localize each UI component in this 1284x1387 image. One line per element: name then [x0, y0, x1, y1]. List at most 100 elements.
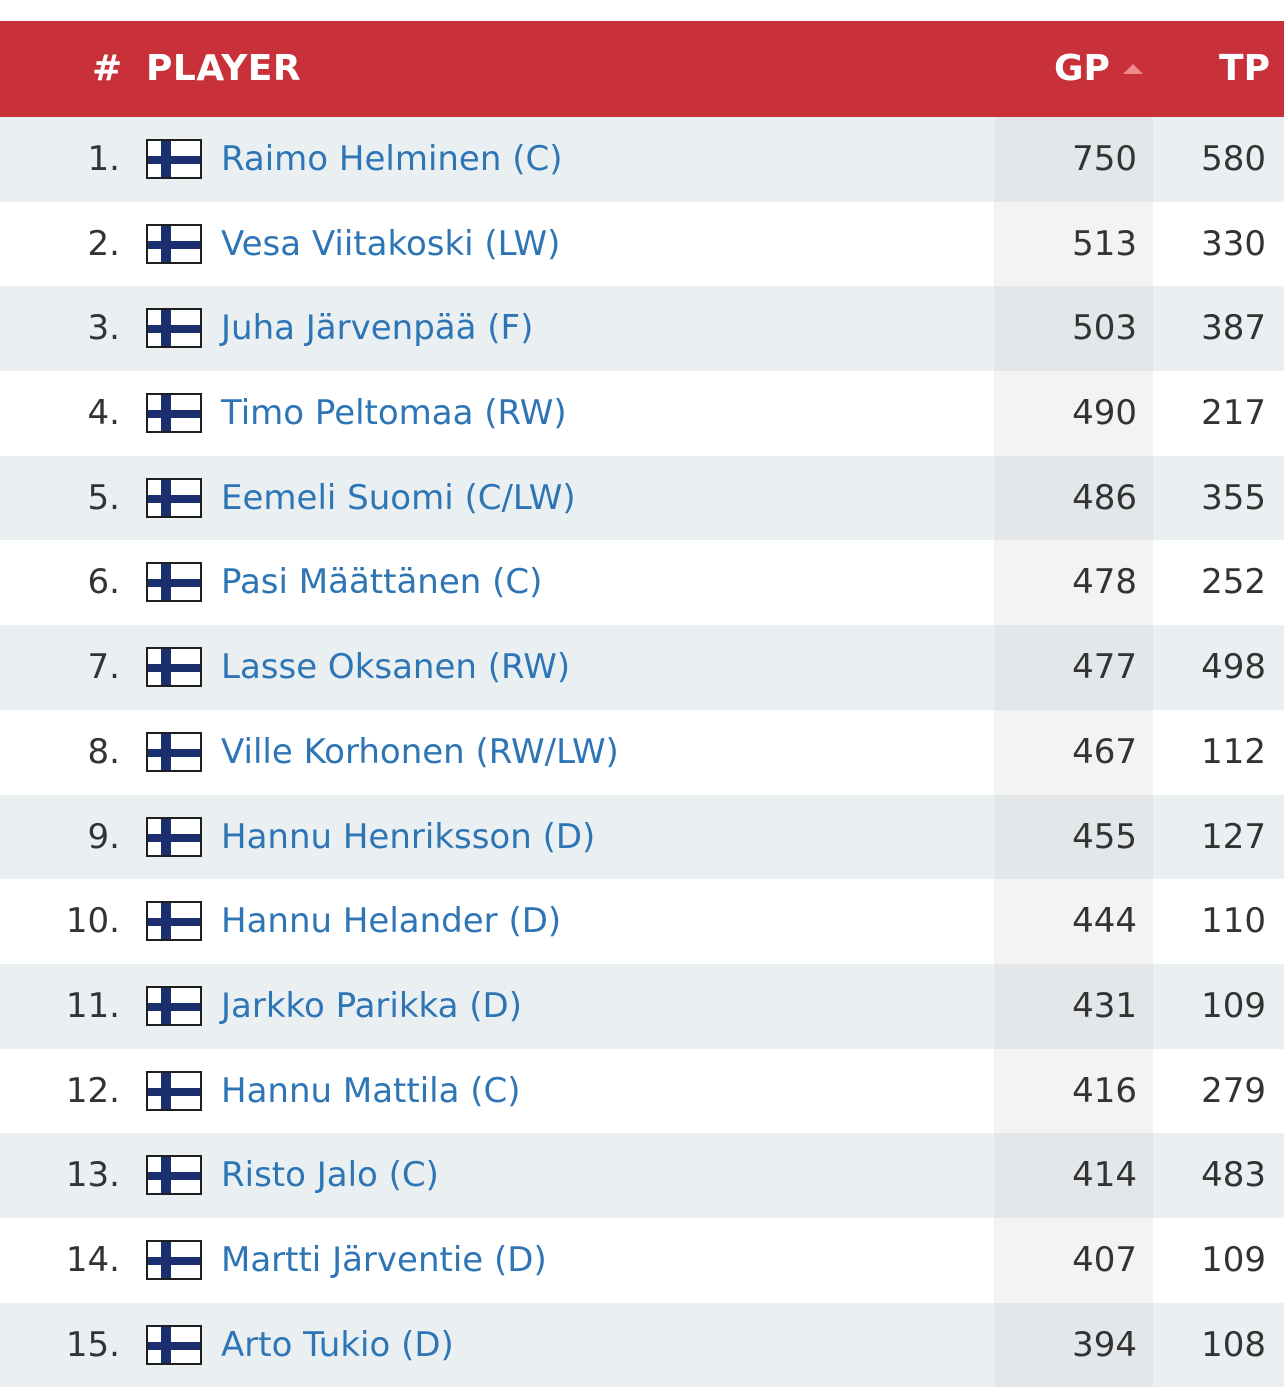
sorted-column-highlight — [994, 1048, 1153, 1134]
player-name-link[interactable]: Jarkko Parikka (D) — [221, 985, 522, 1026]
rank-cell: 15. — [65, 1324, 120, 1365]
table-row: 14. Martti Järventie (D) 407 109 — [0, 1217, 1284, 1303]
finland-flag-icon — [146, 477, 202, 518]
tp-cell: 279 — [1201, 1070, 1266, 1111]
gp-cell: 407 — [1072, 1239, 1137, 1280]
player-name-link[interactable]: Martti Järventie (D) — [221, 1239, 547, 1280]
table-header: # PLAYER GP TP — [0, 21, 1284, 117]
tp-cell: 110 — [1201, 901, 1266, 942]
finland-flag-icon — [146, 1070, 202, 1111]
player-name-link[interactable]: Timo Peltomaa (RW) — [221, 393, 567, 434]
table-row: 4. Timo Peltomaa (RW) 490 217 — [0, 371, 1284, 456]
finland-flag-icon — [146, 731, 202, 772]
rank-cell: 9. — [87, 816, 120, 857]
player-name-link[interactable]: Juha Järvenpää (F) — [221, 308, 534, 349]
table-row: 12. Hannu Mattila (C) 416 279 — [0, 1048, 1284, 1134]
sort-ascending-icon[interactable] — [1123, 64, 1143, 74]
rank-cell: 5. — [87, 477, 120, 518]
table-row: 1. Raimo Helminen (C) 750 580 — [0, 117, 1284, 202]
gp-cell: 750 — [1072, 139, 1137, 179]
table-row: 7. Lasse Oksanen (RW) 477 498 — [0, 625, 1284, 710]
player-name-link[interactable]: Vesa Viitakoski (LW) — [221, 223, 561, 264]
table-row: 15. Arto Tukio (D) 394 108 — [0, 1302, 1284, 1387]
gp-cell: 431 — [1072, 985, 1137, 1026]
finland-flag-icon — [146, 1324, 202, 1365]
table-row: 8. Ville Korhonen (RW/LW) 467 112 — [0, 709, 1284, 795]
rank-cell: 10. — [65, 901, 120, 942]
gp-cell: 414 — [1072, 1155, 1137, 1196]
tp-cell: 112 — [1201, 731, 1266, 772]
table-row: 6. Pasi Määttänen (C) 478 252 — [0, 540, 1284, 626]
finland-flag-icon — [146, 647, 202, 688]
finland-flag-icon — [146, 393, 202, 434]
tp-cell: 330 — [1201, 223, 1266, 264]
finland-flag-icon — [146, 1155, 202, 1196]
sorted-column-highlight — [994, 1133, 1153, 1218]
sorted-column-highlight — [994, 455, 1153, 541]
table-row: 5. Eemeli Suomi (C/LW) 486 355 — [0, 455, 1284, 541]
rank-cell: 1. — [87, 139, 120, 179]
table-row: 13. Risto Jalo (C) 414 483 — [0, 1133, 1284, 1218]
player-name-link[interactable]: Pasi Määttänen (C) — [221, 562, 543, 603]
player-name-link[interactable]: Lasse Oksanen (RW) — [221, 647, 571, 688]
rank-cell: 7. — [87, 647, 120, 688]
gp-cell: 477 — [1072, 647, 1137, 688]
rank-cell: 6. — [87, 562, 120, 603]
tp-cell: 127 — [1201, 816, 1266, 857]
rank-cell: 3. — [87, 308, 120, 349]
player-name-link[interactable]: Raimo Helminen (C) — [221, 139, 563, 179]
gp-cell: 503 — [1072, 308, 1137, 349]
rank-cell: 12. — [65, 1070, 120, 1111]
player-name-link[interactable]: Ville Korhonen (RW/LW) — [221, 731, 619, 772]
table-row: 2. Vesa Viitakoski (LW) 513 330 — [0, 201, 1284, 287]
sorted-column-highlight — [994, 794, 1153, 880]
finland-flag-icon — [146, 139, 202, 179]
tp-cell: 387 — [1201, 308, 1266, 349]
player-name-link[interactable]: Hannu Henriksson (D) — [221, 816, 596, 857]
gp-cell: 455 — [1072, 816, 1137, 857]
tp-cell: 498 — [1201, 647, 1266, 688]
tp-cell: 252 — [1201, 562, 1266, 603]
sorted-column-highlight — [994, 371, 1153, 456]
finland-flag-icon — [146, 816, 202, 857]
tp-column-header[interactable]: TP — [1219, 48, 1270, 89]
sorted-column-highlight — [994, 625, 1153, 710]
rank-cell: 14. — [65, 1239, 120, 1280]
player-column-header: PLAYER — [146, 48, 302, 89]
gp-cell: 467 — [1072, 731, 1137, 772]
rank-cell: 8. — [87, 731, 120, 772]
player-name-link[interactable]: Arto Tukio (D) — [221, 1324, 454, 1365]
finland-flag-icon — [146, 901, 202, 942]
gp-cell: 486 — [1072, 477, 1137, 518]
table-row: 3. Juha Järvenpää (F) 503 387 — [0, 286, 1284, 372]
tp-cell: 580 — [1201, 139, 1266, 179]
tp-cell: 109 — [1201, 1239, 1266, 1280]
tp-cell: 483 — [1201, 1155, 1266, 1196]
table-row: 9. Hannu Henriksson (D) 455 127 — [0, 794, 1284, 880]
finland-flag-icon — [146, 562, 202, 603]
tp-cell: 355 — [1201, 477, 1266, 518]
player-name-link[interactable]: Eemeli Suomi (C/LW) — [221, 477, 576, 518]
table-row: 11. Jarkko Parikka (D) 431 109 — [0, 963, 1284, 1049]
player-name-link[interactable]: Hannu Helander (D) — [221, 901, 562, 942]
finland-flag-icon — [146, 223, 202, 264]
table-body: 1. Raimo Helminen (C) 750 580 2. Vesa Viitako… — [0, 117, 1284, 1387]
gp-cell: 394 — [1072, 1324, 1137, 1365]
sorted-column-highlight — [994, 117, 1153, 202]
gp-cell: 444 — [1072, 901, 1137, 942]
table-row: 10. Hannu Helander (D) 444 110 — [0, 879, 1284, 964]
player-name-link[interactable]: Risto Jalo (C) — [221, 1155, 439, 1196]
tp-cell: 109 — [1201, 985, 1266, 1026]
gp-cell: 416 — [1072, 1070, 1137, 1111]
sorted-column-highlight — [994, 1302, 1153, 1387]
rank-column-header: # — [92, 48, 123, 89]
player-name-link[interactable]: Hannu Mattila (C) — [221, 1070, 521, 1111]
gp-column-header[interactable]: GP — [1054, 48, 1110, 89]
sorted-column-highlight — [994, 879, 1153, 964]
sorted-column-highlight — [994, 540, 1153, 626]
finland-flag-icon — [146, 1239, 202, 1280]
rank-cell: 4. — [87, 393, 120, 434]
sorted-column-highlight — [994, 709, 1153, 795]
sorted-column-highlight — [994, 963, 1153, 1049]
rank-cell: 11. — [65, 985, 120, 1026]
